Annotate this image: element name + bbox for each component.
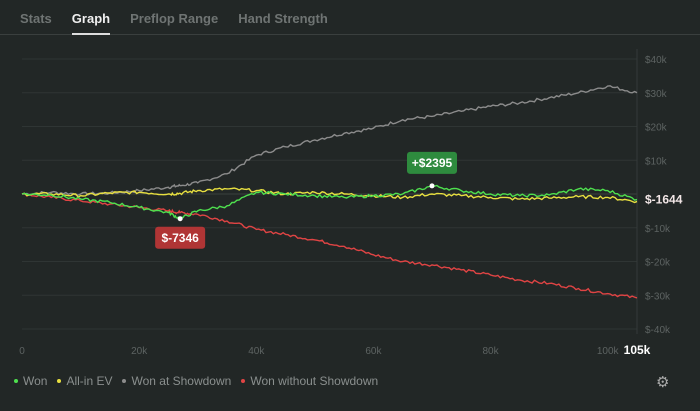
y-tick-label: $-20k [645, 258, 671, 269]
legend-won-without-showdown[interactable]: Won without Showdown [241, 374, 378, 388]
legend-label: Won without Showdown [250, 374, 379, 388]
series-line-won [21, 184, 638, 221]
tab-bar: Stats Graph Preflop Range Hand Strength [0, 0, 700, 35]
showdown-dot-icon [122, 379, 127, 383]
y-tick-label: $40k [645, 55, 668, 66]
won-dot-icon [14, 379, 18, 383]
tab-stats[interactable]: Stats [20, 11, 52, 26]
y-tick-label: $10k [645, 156, 668, 167]
legend-label: Won at Showdown [131, 374, 232, 388]
annotation-label: $-7346 [161, 231, 199, 245]
legend: Won All-in EV Won at Showdown Won withou… [14, 374, 388, 388]
tab-graph[interactable]: Graph [71, 0, 111, 35]
x-tick-label: 20k [131, 346, 148, 357]
x-tick-label: 100k [597, 346, 620, 357]
all-in-ev-dot-icon [57, 379, 62, 383]
y-tick-label: $-40k [645, 325, 671, 336]
y-tick-label: $30k [645, 89, 668, 100]
annotation-box [155, 226, 206, 249]
series-line-won-without-showdown [21, 192, 638, 299]
non-showdown-dot-icon [241, 379, 246, 383]
graph-chart: $40k $30k $20k $10k $-10k $-20k $-30k $-40k 0 20k… [19, 49, 683, 357]
series-line-all-in-ev [21, 187, 638, 204]
annotation-marker [177, 216, 183, 222]
legend-all-in-ev[interactable]: All-in EV [57, 374, 112, 388]
annotation-box [407, 151, 457, 174]
y-tick-label: $-10k [645, 224, 671, 235]
legend-label: All-in EV [66, 374, 113, 388]
y-tick-label: $-30k [645, 291, 671, 302]
end-value-label: $-1644 [645, 193, 683, 207]
x-tick-label: 80k [483, 346, 500, 357]
x-tick-label: 0 [19, 346, 25, 357]
settings-gear-icon[interactable]: ⚙ [656, 374, 670, 391]
y-tick-label: $20k [645, 123, 668, 134]
x-end-label: 105k [624, 343, 651, 357]
x-tick-label: 60k [365, 346, 382, 357]
x-tick-label: 40k [248, 346, 265, 357]
legend-label: Won [23, 374, 48, 388]
annotation-label: +$2395 [412, 156, 453, 170]
tab-preflop-range[interactable]: Preflop Range [130, 11, 219, 26]
tab-hand-strength[interactable]: Hand Strength [238, 11, 328, 26]
annotation-marker [429, 183, 435, 189]
legend-won[interactable]: Won [14, 374, 47, 388]
series-line-won-at-showdown [21, 85, 638, 196]
legend-won-at-showdown[interactable]: Won at Showdown [122, 374, 231, 388]
